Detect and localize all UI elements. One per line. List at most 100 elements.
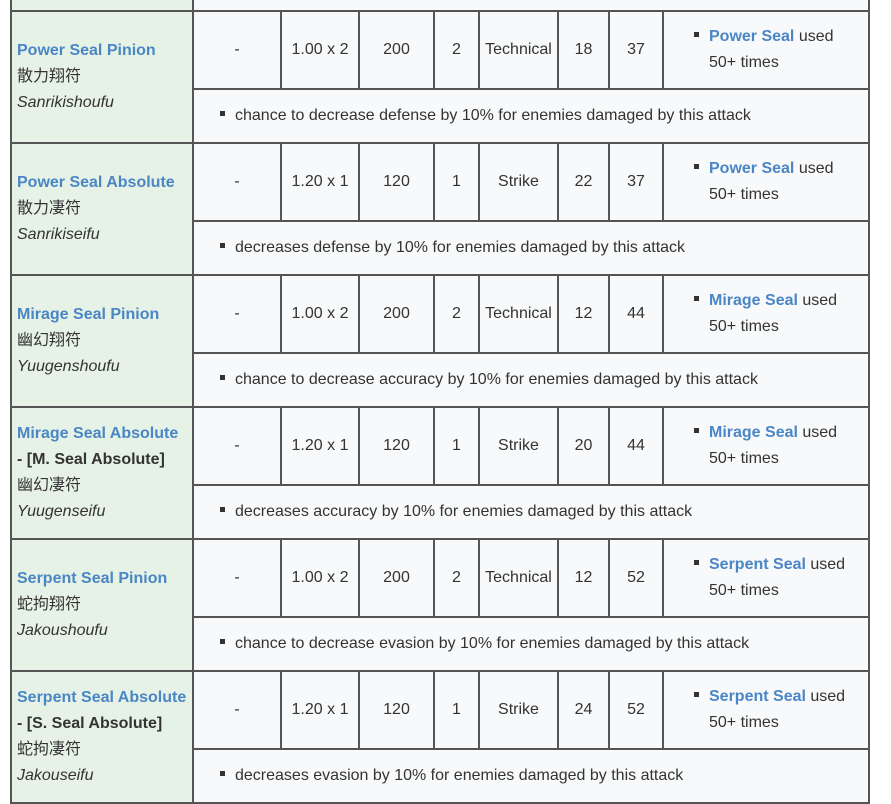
skill-romaji: Yuugenseifu <box>17 503 106 520</box>
skill-romaji: Yuugenshoufu <box>17 358 120 375</box>
type-cell: Strike <box>478 142 559 222</box>
level-cell: 52 <box>608 538 664 618</box>
skill-name-cell: Serpent Seal Pinion 蛇拘翔符 Jakoushoufu <box>10 538 194 672</box>
bullet-icon <box>220 111 225 117</box>
skill-row: Serpent Seal Absolute - [S. Seal Absolute… <box>10 670 870 804</box>
skill-name-cell: Power Seal Pinion 散力翔符 Sanrikishoufu <box>10 10 194 144</box>
level-cell: 44 <box>608 274 664 354</box>
skill-romaji: Sanrikishoufu <box>17 94 114 111</box>
hits-cell: 1 <box>433 670 480 750</box>
skill-name-cell: Mirage Seal Absolute - [M. Seal Absolute]… <box>10 406 194 540</box>
effect-text: decreases evasion by 10% for enemies dam… <box>235 767 684 784</box>
bullet-icon <box>694 692 699 697</box>
cost-cell: 18 <box>557 10 610 90</box>
skill-japanese: 散力翔符 <box>17 68 82 85</box>
skill-name-link[interactable]: Serpent Seal Pinion <box>17 570 168 587</box>
skill-name-link[interactable]: Mirage Seal Absolute <box>17 425 179 442</box>
power-cell: 1.20 x 1 <box>280 670 360 750</box>
unlock-skill-link[interactable]: Mirage Seal <box>709 424 798 441</box>
skill-alias: - [S. Seal Absolute] <box>17 715 163 732</box>
hits-cell: 2 <box>433 274 480 354</box>
effect-cell: decreases accuracy by 10% for enemies da… <box>192 484 870 540</box>
skills-table: Power Seal Pinion 散力翔符 Sanrikishoufu - 1.00… <box>10 0 870 804</box>
unlock-text: used 50+ times <box>709 28 834 71</box>
col1-cell: - <box>192 142 282 222</box>
effect-row: decreases evasion by 10% for enemies dam… <box>11 748 870 804</box>
power-cell: 1.00 x 2 <box>280 274 360 354</box>
bullet-icon <box>220 639 225 645</box>
unlock-cell: Power Seal used 50+ times <box>662 142 870 222</box>
bullet-icon <box>694 296 699 301</box>
unlock-skill-link[interactable]: Power Seal <box>709 28 795 45</box>
unlock-text: used 50+ times <box>709 556 846 599</box>
unlock-cell: Serpent Seal used 50+ times <box>662 670 870 750</box>
previous-row-partial <box>10 0 870 12</box>
effect-row: chance to decrease defense by 10% for en… <box>11 88 870 144</box>
unlock-skill-link[interactable]: Serpent Seal <box>709 688 806 705</box>
skill-name-link[interactable]: Power Seal Pinion <box>17 42 156 59</box>
unlock-cell: Power Seal used 50+ times <box>662 10 870 90</box>
effect-cell: decreases evasion by 10% for enemies dam… <box>192 748 870 804</box>
level-cell: 37 <box>608 142 664 222</box>
skill-name-cell: Power Seal Absolute 散力凄符 Sanrikiseifu <box>10 142 194 276</box>
skill-row: Mirage Seal Absolute - [M. Seal Absolute]… <box>10 406 870 540</box>
accuracy-cell: 120 <box>358 670 435 750</box>
skill-japanese: 幽幻翔符 <box>17 332 82 349</box>
skill-alias: - [M. Seal Absolute] <box>17 451 165 468</box>
bullet-icon <box>220 243 225 249</box>
accuracy-cell: 200 <box>358 10 435 90</box>
unlock-skill-link[interactable]: Serpent Seal <box>709 556 806 573</box>
accuracy-cell: 200 <box>358 274 435 354</box>
bullet-icon <box>220 375 225 381</box>
effect-row: decreases accuracy by 10% for enemies da… <box>11 484 870 540</box>
bullet-icon <box>694 32 699 37</box>
effect-cell: chance to decrease evasion by 10% for en… <box>192 616 870 672</box>
effect-cell: decreases defense by 10% for enemies dam… <box>192 220 870 276</box>
bullet-icon <box>694 164 699 169</box>
bullet-icon <box>220 771 225 777</box>
type-cell: Technical <box>478 538 559 618</box>
accuracy-cell: 120 <box>358 406 435 486</box>
previous-effect-cell <box>192 0 870 12</box>
level-cell: 52 <box>608 670 664 750</box>
unlock-cell: Mirage Seal used 50+ times <box>662 274 870 354</box>
skill-name-link[interactable]: Power Seal Absolute <box>17 174 175 191</box>
accuracy-cell: 120 <box>358 142 435 222</box>
cost-cell: 20 <box>557 406 610 486</box>
type-cell: Strike <box>478 670 559 750</box>
effect-cell: chance to decrease defense by 10% for en… <box>192 88 870 144</box>
unlock-cell: Mirage Seal used 50+ times <box>662 406 870 486</box>
skill-row: Serpent Seal Pinion 蛇拘翔符 Jakoushoufu -1.00… <box>10 538 870 672</box>
col1-cell: - <box>192 538 282 618</box>
effect-row: chance to decrease evasion by 10% for en… <box>11 616 870 672</box>
skill-japanese: 幽幻凄符 <box>17 477 82 494</box>
skill-japanese: 蛇拘翔符 <box>17 596 82 613</box>
unlock-skill-link[interactable]: Power Seal <box>709 160 795 177</box>
cost-cell: 24 <box>557 670 610 750</box>
skill-name-link[interactable]: Serpent Seal Absolute <box>17 689 187 706</box>
unlock-skill-link[interactable]: Mirage Seal <box>709 292 798 309</box>
col1-cell: - <box>192 10 282 90</box>
effect-text: chance to decrease evasion by 10% for en… <box>235 635 750 652</box>
skill-row: Mirage Seal Pinion 幽幻翔符 Yuugenshoufu -1.00… <box>10 274 870 408</box>
skill-row: Power Seal Absolute 散力凄符 Sanrikiseifu -1.2… <box>10 142 870 276</box>
effect-text: chance to decrease defense by 10% for en… <box>235 107 751 124</box>
effect-cell: chance to decrease accuracy by 10% for e… <box>192 352 870 408</box>
bullet-icon <box>694 560 699 565</box>
previous-name-cell <box>10 0 194 12</box>
level-cell: 44 <box>608 406 664 486</box>
power-cell: 1.20 x 1 <box>280 142 360 222</box>
bullet-icon <box>694 428 699 433</box>
skill-romaji: Jakouseifu <box>17 767 94 784</box>
unlock-cell: Serpent Seal used 50+ times <box>662 538 870 618</box>
effect-text: chance to decrease accuracy by 10% for e… <box>235 371 758 388</box>
type-cell: Technical <box>478 10 559 90</box>
unlock-text: used 50+ times <box>709 688 846 731</box>
skill-name-link[interactable]: Mirage Seal Pinion <box>17 306 160 323</box>
accuracy-cell: 200 <box>358 538 435 618</box>
hits-cell: 1 <box>433 406 480 486</box>
type-cell: Strike <box>478 406 559 486</box>
col1-cell: - <box>192 406 282 486</box>
skill-japanese: 蛇拘凄符 <box>17 741 82 758</box>
skill-name-cell: Serpent Seal Absolute - [S. Seal Absolute… <box>10 670 194 804</box>
